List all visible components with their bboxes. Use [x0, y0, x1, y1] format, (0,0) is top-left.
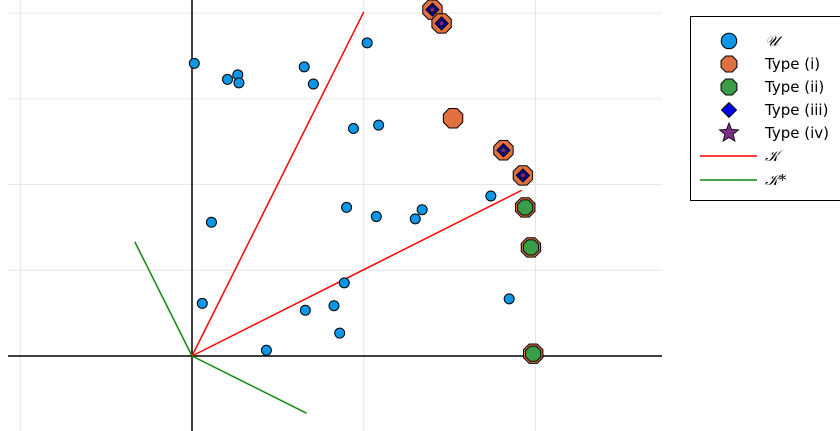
point-u — [361, 37, 373, 49]
cone-k-ray-1 — [191, 11, 365, 357]
point-u — [221, 73, 233, 85]
legend-marker-type-ii — [720, 78, 738, 96]
point-u — [299, 304, 311, 316]
point-u — [503, 293, 515, 305]
point-u — [338, 277, 350, 289]
point-u — [341, 201, 353, 213]
point-u — [409, 213, 421, 225]
point-type-iv — [498, 144, 509, 155]
point-u — [307, 78, 319, 90]
legend-label-type-ii: Type (ii) — [764, 78, 824, 96]
legend-label-type-iv: Type (iv) — [764, 124, 829, 142]
point-u — [196, 297, 208, 309]
point-u — [485, 190, 497, 202]
point-u — [298, 61, 310, 73]
cone-k-dual-ray-1 — [134, 241, 193, 357]
point-u — [260, 344, 272, 356]
point-u — [334, 327, 346, 339]
axes — [8, 0, 662, 431]
point-u — [188, 57, 200, 69]
legend-marker-type-iv — [718, 121, 740, 143]
cone-k-ray-2 — [191, 189, 523, 357]
point-type-ii — [517, 199, 534, 216]
cone-lines — [134, 11, 523, 414]
data-points — [188, 0, 544, 364]
legend-label-type-iii: Type (iii) — [764, 101, 828, 119]
point-type-iv — [427, 3, 438, 15]
legend-marker-type-iii — [720, 101, 738, 119]
point-u — [373, 119, 385, 131]
point-u — [233, 77, 245, 89]
point-type-iv — [517, 169, 529, 181]
point-u — [347, 123, 359, 135]
legend-box — [690, 16, 840, 201]
point-u — [416, 204, 428, 216]
cone-k-dual-ray-2 — [191, 355, 307, 414]
legend-marker-u — [720, 32, 738, 50]
grid-lines — [8, 0, 662, 431]
legend-label-u: 𝒰 — [765, 32, 783, 50]
legend-marker-type-i — [720, 55, 738, 73]
point-u — [370, 211, 382, 223]
point-type-ii — [522, 239, 539, 256]
point-type-i — [442, 108, 464, 129]
point-u — [328, 300, 340, 312]
point-type-iv — [436, 17, 448, 28]
point-type-ii — [525, 345, 542, 362]
legend-label-k-dual: 𝒦* — [765, 171, 787, 189]
legend-label-type-i: Type (i) — [764, 55, 820, 73]
point-u — [205, 216, 217, 228]
